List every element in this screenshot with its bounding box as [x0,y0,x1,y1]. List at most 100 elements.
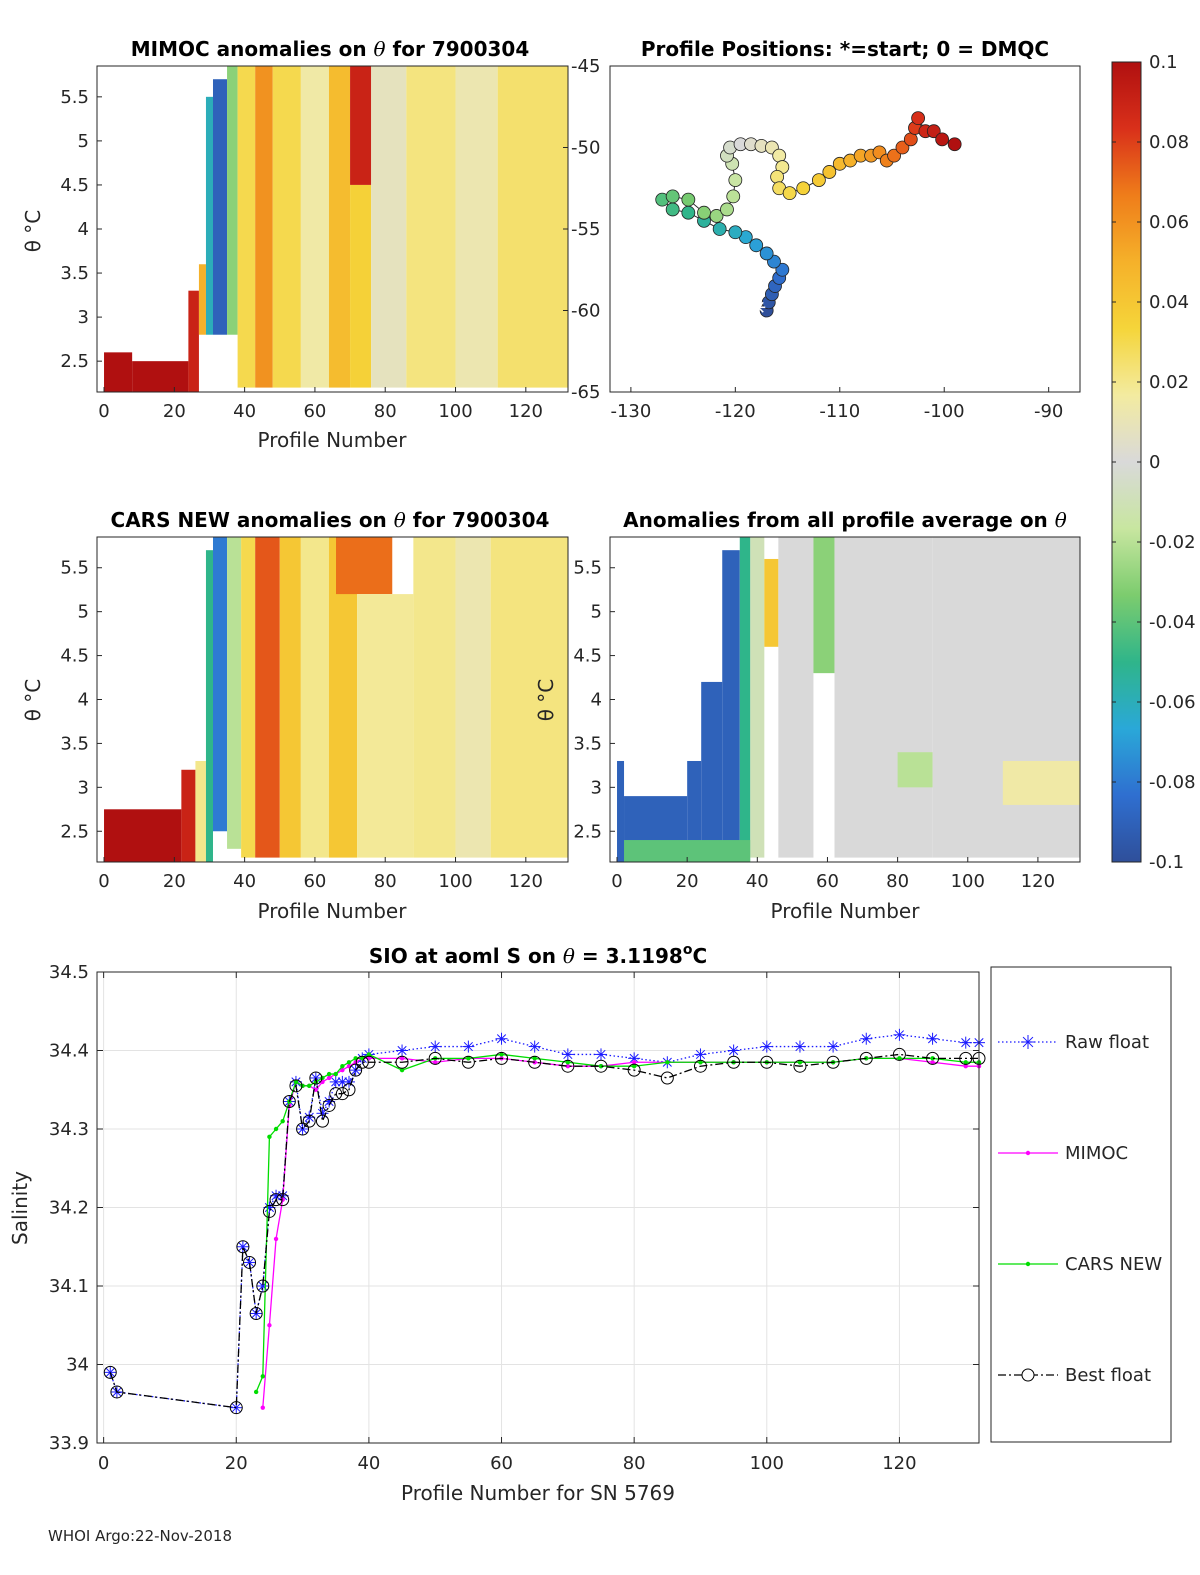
panel-allavg-ylabel: θ °C [534,679,558,722]
x-tick-label: 60 [303,401,326,422]
profile-position-point [911,111,926,126]
data-point [926,1032,939,1045]
data-point [329,1087,343,1101]
data-point [282,1095,296,1109]
anomaly-cell [336,537,393,595]
x-tick-label: 60 [490,1453,513,1474]
data-point [329,1075,342,1088]
x-tick-label: 0 [98,1453,109,1474]
data-point [565,1060,571,1065]
y-tick-label: 33.9 [49,1433,89,1454]
y-tick-label: 3.5 [573,733,602,754]
data-point [315,1114,329,1128]
star-stroke [861,1034,871,1044]
data-point [433,1060,438,1065]
data-point [349,1063,363,1077]
panel-salinity-ylabel: Salinity [8,1171,32,1245]
data-point [631,1064,637,1069]
profile-position-point [697,205,711,220]
x-tick-label: 40 [357,1453,380,1474]
data-point [860,1032,873,1045]
star-stroke [762,1041,772,1052]
legend-marker [1025,1261,1031,1267]
x-tick-label: 80 [374,871,397,892]
colorbar-tick-label: 0.1 [1149,52,1178,73]
data-point [320,1075,325,1081]
data-point [289,1079,303,1093]
anomaly-cell [272,66,301,388]
panel-allavg-title: Anomalies from all profile average on θ [623,508,1067,532]
colorbar-tick-label: -0.08 [1149,772,1196,793]
panel-allavg: Anomalies from all profile average on θ … [534,508,1081,923]
anomaly-cell [617,760,625,862]
anomaly-cell [255,66,273,388]
data-point [302,1114,316,1128]
colorbar-tick-label: -0.02 [1149,532,1196,553]
data-point [326,1071,332,1077]
data-point [340,1064,345,1069]
y-tick-label: 34.2 [49,1198,89,1219]
data-point [280,1118,285,1124]
anomaly-cell [455,66,498,388]
data-point [322,1098,336,1112]
anomaly-cell [350,184,372,388]
profile-position-point [935,132,950,147]
star-stroke [496,1034,507,1044]
legend-label: Raw float [1065,1032,1149,1053]
legend: Raw float MIMOC CARS NEW Best float [990,966,1172,1443]
anomaly-cell [750,537,765,858]
x-tick-label: 0 [98,871,109,892]
start-marker-stroke [752,301,764,313]
data-point [249,1306,263,1320]
data-point [930,1056,935,1061]
data-point [273,1126,279,1132]
colorbar-tick-label: 0 [1149,452,1160,473]
data-point [296,1122,310,1136]
data-point [665,1060,670,1065]
profile-position-point [947,137,962,152]
x-tick-label: 80 [623,1453,646,1474]
y-tick-label: 5 [78,602,89,623]
data-point [827,1040,840,1053]
anomaly-cell [300,66,329,388]
data-point [262,1204,276,1218]
anomaly-cell [255,537,280,858]
anomaly-cell [701,681,723,862]
data-point [466,1056,471,1061]
x-tick-label: 100 [438,401,472,422]
data-point [495,1032,508,1045]
data-point [462,1040,475,1053]
panel-mimoc: MIMOC anomalies on θ for 7900304 0 20 40 60… [21,37,600,452]
y-tick-label: 4 [78,690,89,711]
data-point [429,1040,442,1053]
star-stroke [596,1049,606,1060]
panel-mimoc-title: MIMOC anomalies on θ for 7900304 [131,37,530,61]
plot-area [610,66,1080,392]
data-point [959,1051,973,1065]
colorbar-scale [1111,61,1142,863]
x-tick-label: 20 [676,871,699,892]
anomaly-cell [212,79,228,335]
x-tick-label: 40 [746,871,769,892]
legend-marker [1025,1150,1031,1156]
anomaly-cell [181,769,196,862]
data-point [595,1048,607,1061]
data-point [267,1323,272,1328]
anomaly-cell [188,290,199,392]
star-stroke [271,1191,281,1201]
panel-cars-ylabel: θ °C [21,679,45,722]
data-point [307,1083,312,1089]
data-point [528,1040,541,1053]
y-tick-label: 3 [78,307,89,328]
data-point [362,1055,376,1069]
panel-mimoc-ylabel: θ °C [21,210,45,253]
anomaly-cell [687,760,702,862]
panel-cars-xlabel: Profile Number [258,899,408,923]
star-stroke [729,1045,739,1056]
anomaly-cell [739,537,751,858]
y-tick-label: 3.5 [60,733,89,754]
anomaly-cell [350,66,372,185]
data-point [103,1365,117,1379]
data-point [243,1255,257,1269]
colorbar-tick-label: 0.06 [1149,212,1189,233]
